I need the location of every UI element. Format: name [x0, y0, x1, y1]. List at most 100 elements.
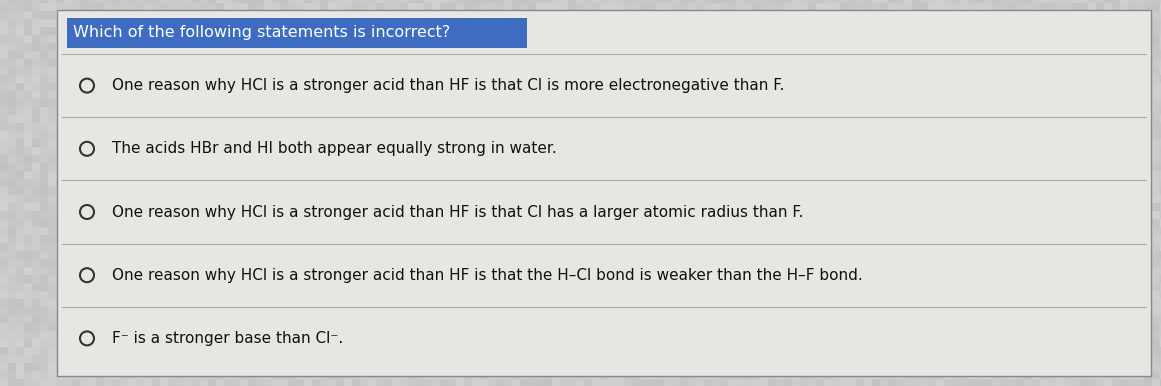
Bar [456, 362, 464, 370]
Bar [632, 162, 640, 170]
Bar [1104, 218, 1112, 226]
Bar [280, 42, 288, 50]
Bar [168, 186, 176, 194]
Bar [584, 50, 592, 58]
Bar [704, 274, 712, 282]
Bar [623, 330, 632, 338]
Bar [88, 306, 96, 314]
Bar [473, 170, 479, 178]
Bar [496, 122, 504, 130]
Bar [824, 10, 832, 18]
Bar [784, 138, 792, 146]
Bar [1152, 18, 1160, 26]
Bar [1104, 26, 1112, 34]
Bar [576, 258, 584, 266]
Bar [304, 250, 312, 258]
Bar [841, 74, 848, 82]
Bar [551, 186, 560, 194]
Bar [288, 114, 296, 122]
Bar [504, 266, 512, 274]
Bar [1000, 154, 1008, 162]
Bar [504, 322, 512, 330]
Bar [304, 106, 312, 114]
Bar [824, 234, 832, 242]
Bar [545, 226, 551, 234]
Bar [720, 298, 728, 306]
Bar [968, 314, 976, 322]
Bar [816, 330, 824, 338]
Bar [488, 258, 496, 266]
Bar [255, 194, 264, 202]
Bar [632, 0, 640, 2]
Bar [473, 154, 479, 162]
Bar [991, 106, 1000, 114]
Bar [111, 370, 120, 378]
Bar [473, 218, 479, 226]
Bar [1048, 258, 1057, 266]
Bar [104, 58, 111, 66]
Bar [712, 378, 720, 386]
Bar [616, 178, 623, 186]
Bar [623, 290, 632, 298]
Bar [176, 74, 183, 82]
Bar [176, 226, 183, 234]
Bar [560, 362, 568, 370]
Bar [336, 314, 344, 322]
Bar [688, 42, 695, 50]
Bar [376, 154, 384, 162]
Bar [536, 98, 545, 106]
Bar [616, 98, 623, 106]
Bar [520, 362, 528, 370]
Bar [464, 34, 473, 42]
Bar [48, 114, 56, 122]
Bar [176, 290, 183, 298]
Bar [96, 202, 104, 210]
Bar [913, 10, 920, 18]
Bar [888, 306, 896, 314]
Bar [952, 314, 960, 322]
Bar [479, 266, 488, 274]
Bar [1152, 370, 1160, 378]
Bar [1048, 314, 1057, 322]
Bar [1016, 114, 1024, 122]
Bar [608, 202, 616, 210]
Bar [384, 66, 392, 74]
Bar [64, 194, 72, 202]
Bar [536, 266, 545, 274]
Bar [688, 330, 695, 338]
Bar [128, 146, 136, 154]
Bar [360, 242, 368, 250]
Bar [976, 202, 985, 210]
Bar [1135, 194, 1144, 202]
Bar [551, 98, 560, 106]
Bar [1057, 66, 1063, 74]
Bar [456, 282, 464, 290]
Bar [200, 42, 208, 50]
Bar [1144, 274, 1152, 282]
Bar [1112, 210, 1120, 218]
Bar [720, 18, 728, 26]
Bar [408, 258, 416, 266]
Bar [880, 258, 888, 266]
Bar [913, 138, 920, 146]
Bar [944, 346, 952, 354]
Bar [0, 178, 8, 186]
Bar [1104, 210, 1112, 218]
Bar [968, 162, 976, 170]
Bar [479, 82, 488, 90]
Bar [1120, 258, 1128, 266]
Bar [632, 242, 640, 250]
Bar [672, 330, 680, 338]
Bar [816, 146, 824, 154]
Bar [991, 50, 1000, 58]
Bar [408, 234, 416, 242]
Bar [712, 210, 720, 218]
Bar [1112, 114, 1120, 122]
Bar [960, 226, 968, 234]
Bar [784, 202, 792, 210]
Bar [816, 218, 824, 226]
Bar [464, 138, 473, 146]
Bar [704, 50, 712, 58]
Bar [424, 82, 432, 90]
Bar [936, 0, 944, 2]
